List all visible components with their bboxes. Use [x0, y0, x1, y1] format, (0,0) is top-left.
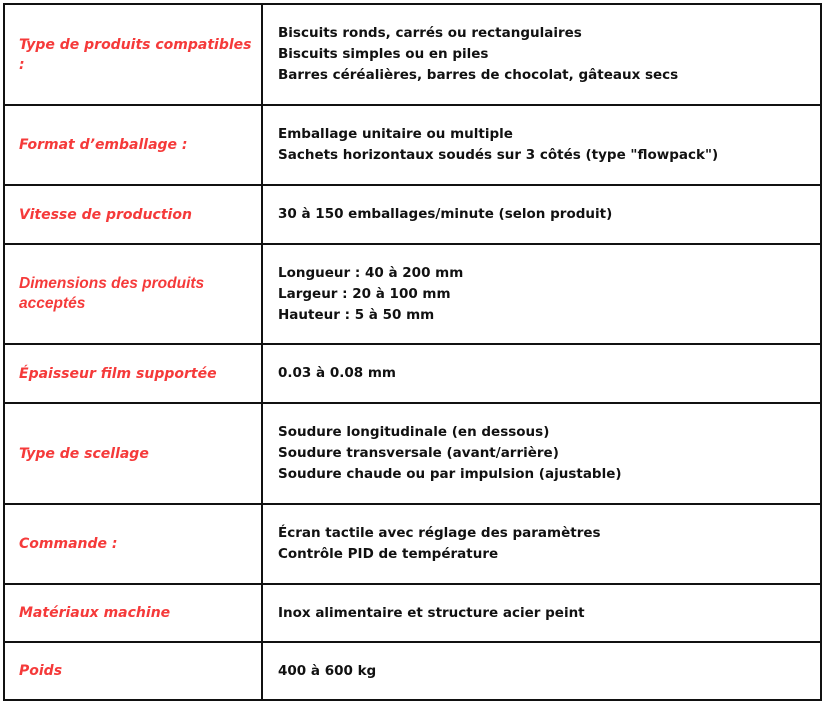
- spec-value: Emballage unitaire ou multiple Sachets ho…: [261, 104, 822, 186]
- spec-label: Poids: [3, 641, 263, 701]
- spec-value: Inox alimentaire et structure acier pein…: [261, 583, 822, 643]
- spec-value-line: Contrôle PID de température: [278, 546, 499, 562]
- spec-label: Dimensions des produits acceptés: [3, 243, 263, 345]
- spec-value-line: Soudure transversale (avant/arrière): [278, 445, 559, 461]
- spec-value: Soudure longitudinale (en dessous) Soudur…: [261, 402, 822, 505]
- spec-value-line: Sachets horizontaux soudés sur 3 côtés (…: [278, 147, 719, 163]
- spec-value: 400 à 600 kg: [261, 641, 822, 701]
- spec-value: Biscuits ronds, carrés ou rectangulaires…: [261, 3, 822, 106]
- spec-value-line: 0.03 à 0.08 mm: [278, 365, 396, 381]
- spec-label: Type de produits compatibles :: [3, 3, 263, 106]
- spec-value-line: Écran tactile avec réglage des paramètre…: [278, 525, 601, 541]
- specifications-table: Type de produits compatibles : Biscuits r…: [3, 3, 822, 701]
- spec-value-line: Biscuits simples ou en piles: [278, 46, 489, 62]
- spec-value: 0.03 à 0.08 mm: [261, 343, 822, 404]
- spec-row: Format d’emballage : Emballage unitaire o…: [3, 104, 822, 186]
- spec-value-line: Biscuits ronds, carrés ou rectangulaires: [278, 25, 582, 41]
- spec-value: Écran tactile avec réglage des paramètre…: [261, 503, 822, 585]
- spec-value: 30 à 150 emballages/minute (selon produi…: [261, 184, 822, 245]
- spec-value-line: 400 à 600 kg: [278, 662, 377, 679]
- spec-value-line: Largeur : 20 à 100 mm: [278, 285, 451, 302]
- spec-label: Commande :: [3, 503, 263, 585]
- spec-value-line: Inox alimentaire et structure acier pein…: [278, 604, 585, 621]
- spec-value-line: Soudure chaude ou par impulsion (ajustab…: [278, 466, 622, 482]
- spec-row: Vitesse de production 30 à 150 emballages…: [3, 184, 822, 245]
- spec-value-line: Emballage unitaire ou multiple: [278, 126, 513, 142]
- spec-row: Commande : Écran tactile avec réglage des…: [3, 503, 822, 585]
- spec-row: Matériaux machine Inox alimentaire et str…: [3, 583, 822, 643]
- spec-row: Type de produits compatibles : Biscuits r…: [3, 3, 822, 106]
- spec-value: Longueur : 40 à 200 mm Largeur : 20 à 100…: [261, 243, 822, 345]
- spec-label: Type de scellage: [3, 402, 263, 505]
- spec-value-line: Longueur : 40 à 200 mm: [278, 264, 464, 281]
- spec-label: Matériaux machine: [3, 583, 263, 643]
- spec-row: Épaisseur film supportée 0.03 à 0.08 mm: [3, 343, 822, 404]
- spec-row: Type de scellage Soudure longitudinale (e…: [3, 402, 822, 505]
- spec-value-line: Barres céréalières, barres de chocolat, …: [278, 67, 679, 83]
- spec-value-line: Hauteur : 5 à 50 mm: [278, 306, 435, 323]
- spec-label: Vitesse de production: [3, 184, 263, 245]
- spec-value-line: 30 à 150 emballages/minute (selon produi…: [278, 206, 613, 222]
- spec-row: Poids 400 à 600 kg: [3, 641, 822, 701]
- spec-label: Format d’emballage :: [3, 104, 263, 186]
- spec-value-line: Soudure longitudinale (en dessous): [278, 424, 550, 440]
- spec-label: Épaisseur film supportée: [3, 343, 263, 404]
- spec-row: Dimensions des produits acceptés Longueur…: [3, 243, 822, 345]
